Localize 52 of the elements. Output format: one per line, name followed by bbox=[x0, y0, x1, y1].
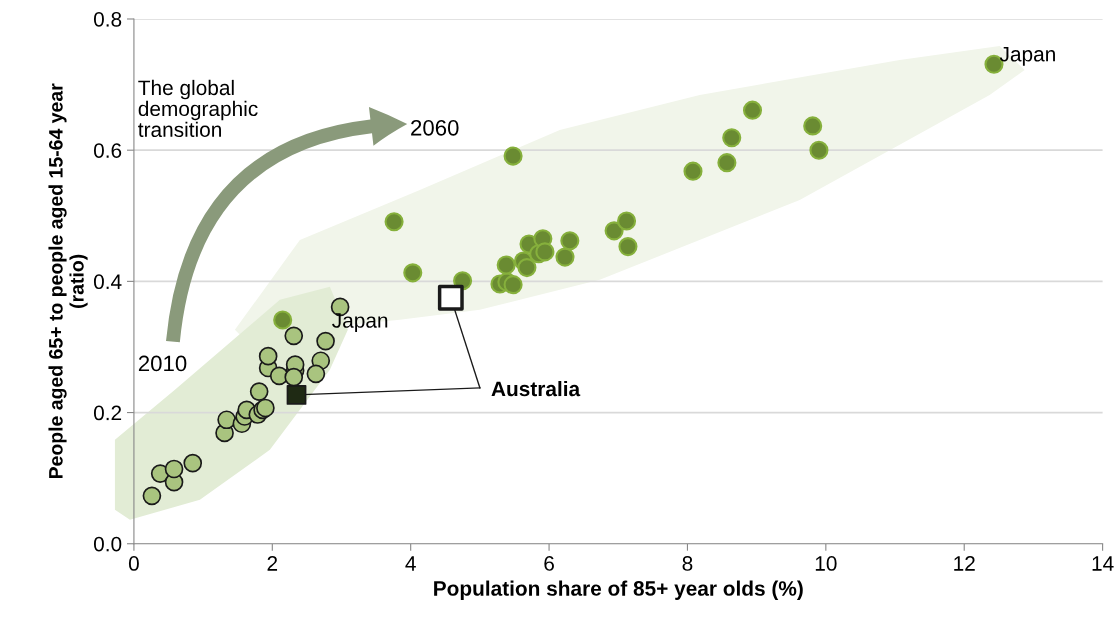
x-tick-label: 10 bbox=[815, 556, 837, 571]
x-tick-label: 8 bbox=[682, 556, 693, 571]
point bbox=[496, 255, 516, 275]
point bbox=[617, 211, 637, 231]
y-tick-label: 0.6 bbox=[93, 143, 122, 158]
point bbox=[618, 237, 638, 257]
point bbox=[517, 258, 537, 278]
point bbox=[142, 486, 162, 506]
annotation: Japan bbox=[999, 46, 1055, 66]
point bbox=[535, 242, 555, 262]
x-tick-label: 12 bbox=[954, 556, 975, 571]
point bbox=[217, 410, 236, 430]
annotation: 2060 bbox=[411, 119, 459, 136]
point bbox=[286, 384, 307, 405]
point bbox=[560, 231, 580, 251]
point bbox=[164, 459, 184, 479]
point bbox=[809, 140, 829, 160]
point bbox=[803, 116, 823, 136]
point bbox=[249, 382, 269, 401]
y-tick-label: 0.0 bbox=[93, 536, 122, 552]
y-tick-label: 0.2 bbox=[93, 405, 122, 421]
x-tick-label: 0 bbox=[128, 556, 139, 571]
annotation: Australia bbox=[491, 380, 581, 397]
point bbox=[604, 221, 624, 241]
point bbox=[316, 331, 335, 351]
x-tick-label: 2 bbox=[267, 556, 278, 571]
point bbox=[403, 263, 423, 283]
annotation: The global demographic transition bbox=[138, 79, 258, 138]
point bbox=[306, 364, 326, 384]
point bbox=[284, 367, 304, 387]
y-tick-label: 0.8 bbox=[93, 11, 122, 27]
point bbox=[384, 212, 404, 232]
annotation: Japan bbox=[332, 313, 388, 332]
y-tick-label: 0.4 bbox=[93, 274, 122, 290]
y-axis-title: People aged 65+ to people aged 15-64 year (ratio) bbox=[48, 83, 88, 479]
point bbox=[555, 247, 575, 267]
point bbox=[503, 146, 523, 166]
point bbox=[284, 326, 304, 346]
point bbox=[742, 100, 763, 120]
point bbox=[722, 128, 742, 148]
point bbox=[183, 453, 203, 473]
point bbox=[273, 310, 293, 330]
point bbox=[503, 275, 523, 295]
point bbox=[683, 161, 703, 181]
x-tick-label: 6 bbox=[544, 556, 554, 571]
annotation: 2010 bbox=[138, 355, 187, 372]
x-axis-title: Population share of 85+ year olds (%) bbox=[434, 580, 803, 600]
x-tick-label: 4 bbox=[405, 556, 416, 571]
point bbox=[717, 153, 737, 173]
point bbox=[437, 284, 464, 311]
x-tick-label: 14 bbox=[1092, 556, 1114, 571]
point bbox=[258, 346, 278, 366]
